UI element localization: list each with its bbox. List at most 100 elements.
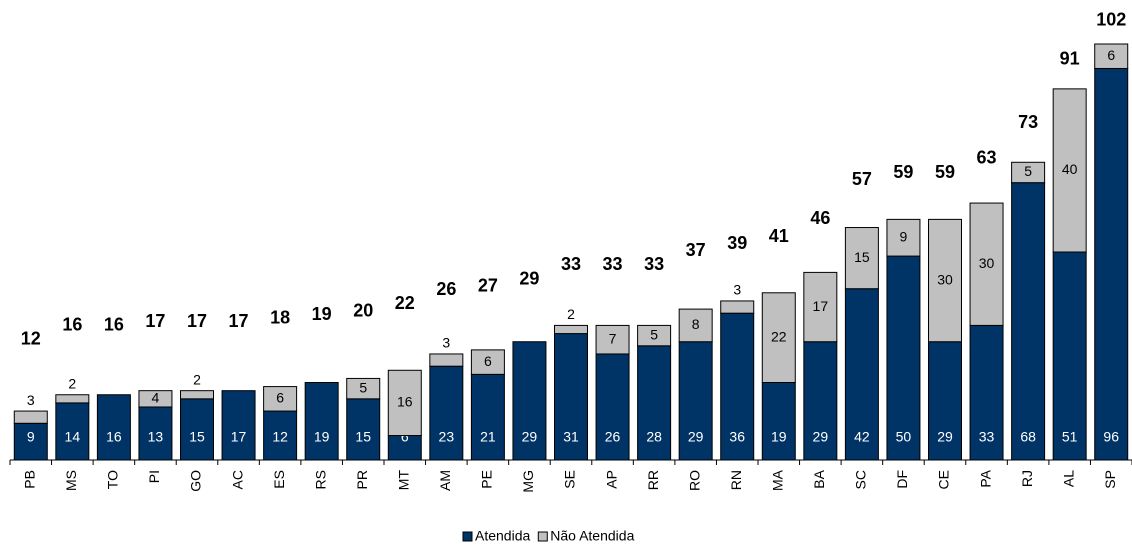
bar-segment: [346, 398, 381, 461]
total-label: 33: [603, 254, 623, 274]
x-tick-label: MS: [63, 470, 79, 491]
value-label: 29: [522, 429, 538, 445]
total-label: 37: [686, 240, 706, 260]
total-label: 46: [810, 208, 830, 228]
x-tick-label: DF: [894, 470, 910, 489]
x-tick-label: ES: [271, 470, 287, 489]
bar-segment: [180, 390, 214, 400]
value-label: 3: [442, 335, 450, 351]
value-label: 5: [1024, 163, 1032, 179]
value-label: 16: [397, 394, 413, 410]
total-label: 17: [187, 311, 207, 331]
value-label: 6: [484, 353, 492, 369]
value-label: 21: [480, 429, 496, 445]
bar-segment: [13, 410, 48, 424]
bar-segment: [55, 394, 90, 404]
total-label: 12: [21, 329, 41, 349]
legend-swatch: [462, 531, 473, 542]
x-tick-label: RJ: [1019, 470, 1035, 487]
bar-segment: [1011, 161, 1046, 184]
x-tick-label: SP: [1102, 470, 1118, 489]
x-tick-label: AM: [437, 470, 453, 491]
bar-segment: [595, 353, 630, 461]
x-tick-label: SE: [562, 470, 578, 489]
value-label: 17: [231, 429, 247, 445]
total-label: 20: [353, 300, 373, 320]
value-label: 2: [567, 306, 575, 322]
total-label: 29: [519, 268, 539, 288]
value-label: 33: [979, 429, 995, 445]
value-label: 29: [688, 429, 704, 445]
bar-segment: [55, 402, 90, 461]
bar-segment: [1052, 88, 1087, 253]
bar-segment: [1094, 67, 1129, 461]
bar-segment: [637, 324, 672, 347]
value-label: 19: [314, 429, 330, 445]
total-label: 59: [935, 162, 955, 182]
legend-label: Atendida: [475, 528, 530, 544]
total-label: 41: [769, 226, 789, 246]
bar-segment: [720, 312, 755, 461]
x-tick-label: MA: [769, 469, 785, 491]
x-tick-label: AL: [1060, 470, 1076, 487]
x-tick-label: PR: [354, 470, 370, 489]
total-label: 19: [312, 304, 332, 324]
total-label: 57: [852, 169, 872, 189]
total-label: 33: [561, 254, 581, 274]
value-label: 36: [729, 429, 745, 445]
legend-label: Não Atendida: [550, 528, 634, 544]
bar-segment: [844, 227, 879, 290]
x-tick-label: BA: [811, 469, 827, 488]
value-label: 96: [1103, 429, 1119, 445]
value-label: 4: [152, 390, 160, 406]
value-label: 17: [813, 298, 829, 314]
bar-segment: [138, 390, 173, 408]
total-label: 102: [1096, 9, 1126, 29]
value-label: 40: [1062, 161, 1078, 177]
bar-segment: [304, 382, 339, 461]
total-label: 17: [229, 311, 249, 331]
bar-segment: [512, 341, 547, 461]
value-label: 9: [27, 429, 35, 445]
value-label: 29: [937, 429, 953, 445]
bar-segment: [470, 349, 505, 375]
value-label: 6: [401, 429, 409, 445]
x-tick-label: RO: [686, 470, 702, 491]
bar-segment: [221, 390, 256, 461]
value-label: 30: [979, 255, 995, 271]
total-label: 91: [1060, 48, 1080, 68]
total-label: 39: [727, 233, 747, 253]
value-label: 29: [813, 429, 829, 445]
bar-segment: [346, 377, 381, 400]
bar-segment: [761, 382, 796, 461]
value-label: 50: [896, 429, 912, 445]
total-label: 16: [62, 314, 82, 334]
bar-segment: [1094, 43, 1129, 69]
x-tick-label: RR: [645, 470, 661, 490]
bar-segment: [844, 288, 879, 461]
bar-segment: [803, 271, 838, 343]
value-label: 28: [646, 429, 662, 445]
bar-segment: [554, 333, 588, 461]
bar-segment: [263, 386, 298, 412]
value-label: 9: [900, 228, 908, 244]
total-label: 18: [270, 307, 290, 327]
bar-segment: [595, 324, 630, 355]
x-tick-label: MG: [520, 470, 536, 493]
value-label: 6: [1107, 47, 1115, 63]
bar-segment: [886, 218, 921, 257]
bar-segment: [180, 398, 214, 461]
bar-segment: [928, 218, 962, 343]
value-label: 42: [854, 429, 870, 445]
bar-segment: [969, 202, 1004, 326]
bar-segment: [13, 422, 48, 461]
value-label: 14: [65, 429, 81, 445]
bar-segment: [1011, 182, 1046, 461]
total-label: 33: [644, 254, 664, 274]
total-label: 59: [893, 162, 913, 182]
value-label: 3: [733, 282, 741, 298]
bar-segment: [720, 300, 755, 314]
bar-segment: [761, 292, 796, 384]
bar-segment: [1052, 251, 1087, 461]
bar-segment: [678, 341, 713, 461]
